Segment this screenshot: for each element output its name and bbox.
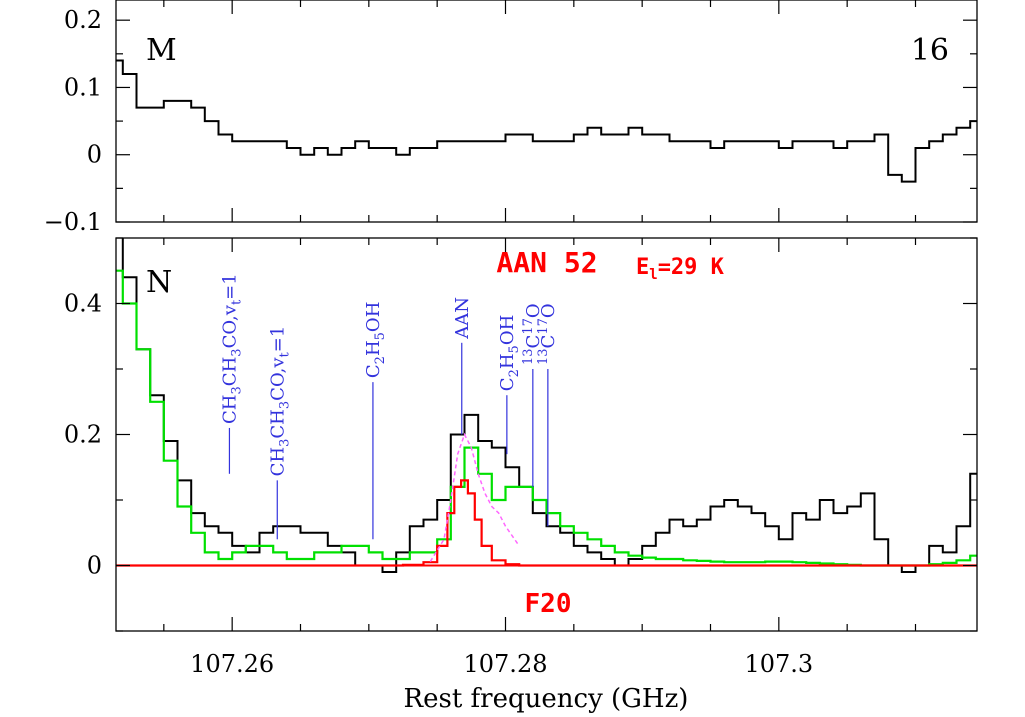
- line-label-ch3ch3co-2: CH3CH3CO,vt=1: [267, 326, 292, 477]
- line-label-ch3ch3co-1: CH3CH3CO,vt=1: [219, 273, 244, 424]
- line-label-13c17o-a: 13C17O: [521, 303, 544, 365]
- spectrum-panel: CH3CH3CO,vt=1 CH3CH3CO,vt=1 C2H5OH AAN C2H5O…: [64, 237, 978, 678]
- x-tick-label: 107.28: [464, 650, 548, 678]
- spectrum-series-model_other: [429, 432, 520, 562]
- residual-y-tick-label: 0: [87, 141, 102, 169]
- spectrum-series-model_species: [116, 479, 977, 567]
- x-tick-label: 107.26: [190, 650, 274, 678]
- fit-label: F20: [525, 589, 572, 619]
- spectrum-y-tick-label: 0: [87, 552, 102, 580]
- x-axis-title: Rest frequency (GHz): [404, 684, 689, 714]
- spectrum-y-tick-label: 0.2: [64, 421, 102, 449]
- spectrum-series-model_total: [116, 269, 977, 567]
- spectrum-corner-label: N: [146, 265, 172, 300]
- spectrum-y-tick-label: 0.4: [64, 290, 102, 318]
- residual-data: [116, 59, 977, 183]
- residual-series-observed: [116, 59, 977, 183]
- residual-corner-label: M: [146, 33, 177, 68]
- residual-panel: −0.1 0 0.1 0.2 M 16: [44, 0, 978, 236]
- residual-y-tick-label: −0.1: [44, 208, 102, 236]
- spectrum-data: [116, 238, 977, 573]
- residual-panel-number: 16: [911, 33, 949, 68]
- species-label: AAN 52: [496, 246, 597, 279]
- residual-y-tick-label: 0.1: [64, 73, 102, 101]
- line-label-c2h5oh-2: C2H5OH: [497, 315, 522, 392]
- line-label-13c17o-b: 13C17O: [536, 303, 559, 365]
- line-label-aan: AAN: [452, 297, 473, 340]
- residual-y-tick-label: 0.2: [64, 6, 102, 34]
- x-tick-label: 107.3: [744, 650, 813, 678]
- energy-label: El=29 K: [636, 255, 725, 283]
- spectrum-frame: [115, 237, 978, 632]
- residual-frame: [115, 0, 978, 223]
- line-label-c2h5oh-1: C2H5OH: [363, 302, 388, 379]
